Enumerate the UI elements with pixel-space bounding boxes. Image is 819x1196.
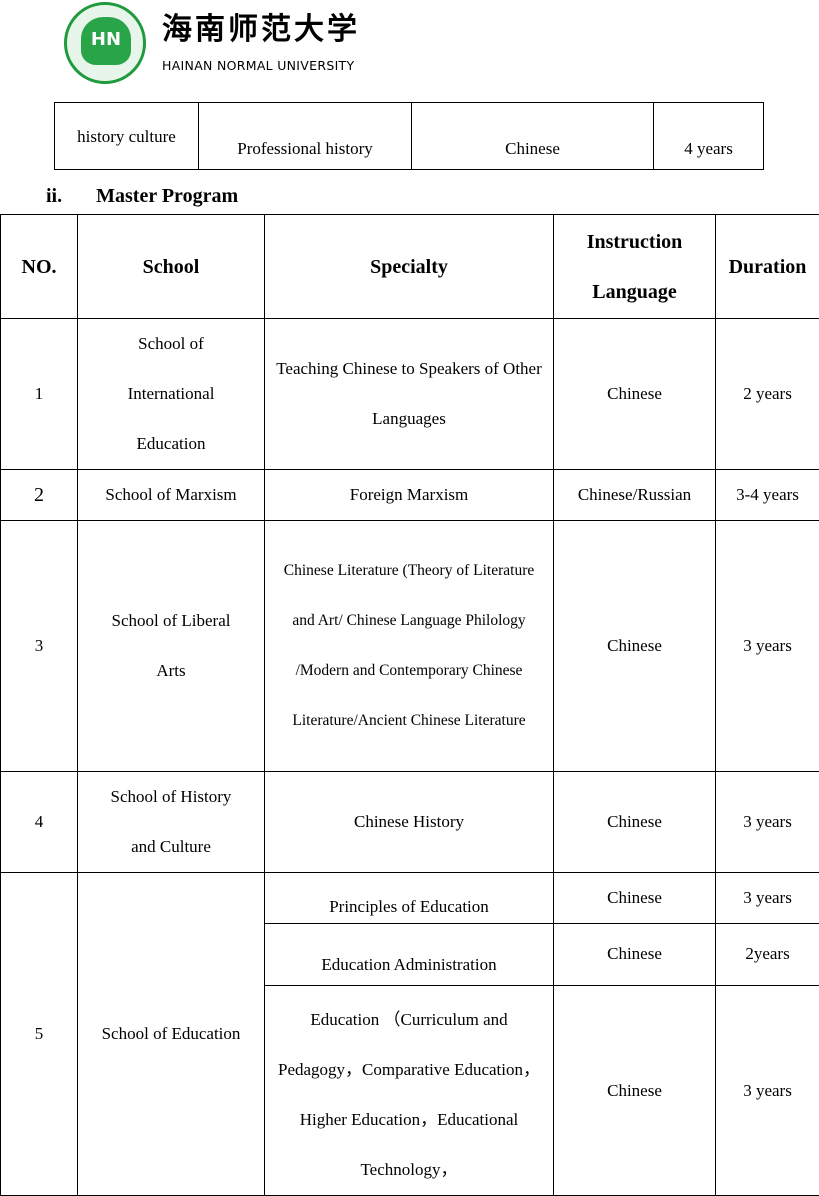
cell-language: Chinese xyxy=(554,772,716,873)
master-program-table: NO. School Specialty Instruction Languag… xyxy=(0,214,819,1196)
cell-specialty: Principles of Education xyxy=(265,873,554,924)
header-school: School xyxy=(78,215,265,319)
cell-school: School of History and Culture xyxy=(78,772,265,873)
cell-duration: 3 years xyxy=(716,772,819,873)
logo-english-name: HAINAN NORMAL UNIVERSITY xyxy=(162,58,354,74)
header-duration: Duration xyxy=(716,215,819,319)
seal-tree-icon: HN xyxy=(81,17,131,65)
cell-no: 4 xyxy=(1,772,78,873)
table-row: 1 School of International Education Teac… xyxy=(1,319,819,470)
logo-chinese-name: 海南师范大学 xyxy=(162,12,360,48)
cell: 4 years xyxy=(654,103,764,170)
seal-emblem: HN xyxy=(64,2,146,84)
header-row: NO. School Specialty Instruction Languag… xyxy=(1,215,819,319)
cell-duration: 2 years xyxy=(716,319,819,470)
cell-language: Chinese xyxy=(554,924,716,986)
cell-language: Chinese/Russian xyxy=(554,470,716,521)
cell: history culture xyxy=(55,103,199,170)
table-row: 5 School of Education Principles of Educ… xyxy=(1,873,819,924)
cell-language: Chinese xyxy=(554,319,716,470)
table-row: history culture Professional history Chi… xyxy=(55,103,764,170)
cell-duration: 3 years xyxy=(716,521,819,772)
header-specialty: Specialty xyxy=(265,215,554,319)
cell-school: School of Liberal Arts xyxy=(78,521,265,772)
cell-school: School of International Education xyxy=(78,319,265,470)
cell-no: 1 xyxy=(1,319,78,470)
section-title: Master Program xyxy=(96,185,238,207)
cell-no: 5 xyxy=(1,873,78,1196)
cell-language: Chinese xyxy=(554,521,716,772)
cell-specialty: Education （Curriculum and Pedagogy，Compa… xyxy=(265,986,554,1196)
cell-no: 3 xyxy=(1,521,78,772)
table-row: 4 School of History and Culture Chinese … xyxy=(1,772,819,873)
cell-language: Chinese xyxy=(554,986,716,1196)
cell-school: School of Education xyxy=(78,873,265,1196)
header-language: Instruction Language xyxy=(554,215,716,319)
section-numeral: ii. xyxy=(46,185,62,207)
cell-language: Chinese xyxy=(554,873,716,924)
header-no: NO. xyxy=(1,215,78,319)
table-row: 2 School of Marxism Foreign Marxism Chin… xyxy=(1,470,819,521)
previous-table-continuation: history culture Professional history Chi… xyxy=(54,102,764,170)
cell-specialty: Chinese Literature (Theory of Literature… xyxy=(265,521,554,772)
cell-specialty: Chinese History xyxy=(265,772,554,873)
cell-school: School of Marxism xyxy=(78,470,265,521)
cell: Chinese xyxy=(412,103,654,170)
cell-duration: 3 years xyxy=(716,873,819,924)
cell-specialty: Teaching Chinese to Speakers of Other La… xyxy=(265,319,554,470)
cell-specialty: Foreign Marxism xyxy=(265,470,554,521)
cell-duration: 3-4 years xyxy=(716,470,819,521)
cell-no: 2 xyxy=(1,470,78,521)
university-logo: HN 海南师范大学 HAINAN NORMAL UNIVERSITY xyxy=(64,2,364,86)
table-row: 3 School of Liberal Arts Chinese Literat… xyxy=(1,521,819,772)
cell-specialty: Education Administration xyxy=(265,924,554,986)
section-heading: ii. Master Program xyxy=(46,184,272,208)
cell: Professional history xyxy=(199,103,412,170)
cell-duration: 3 years xyxy=(716,986,819,1196)
cell-duration: 2years xyxy=(716,924,819,986)
